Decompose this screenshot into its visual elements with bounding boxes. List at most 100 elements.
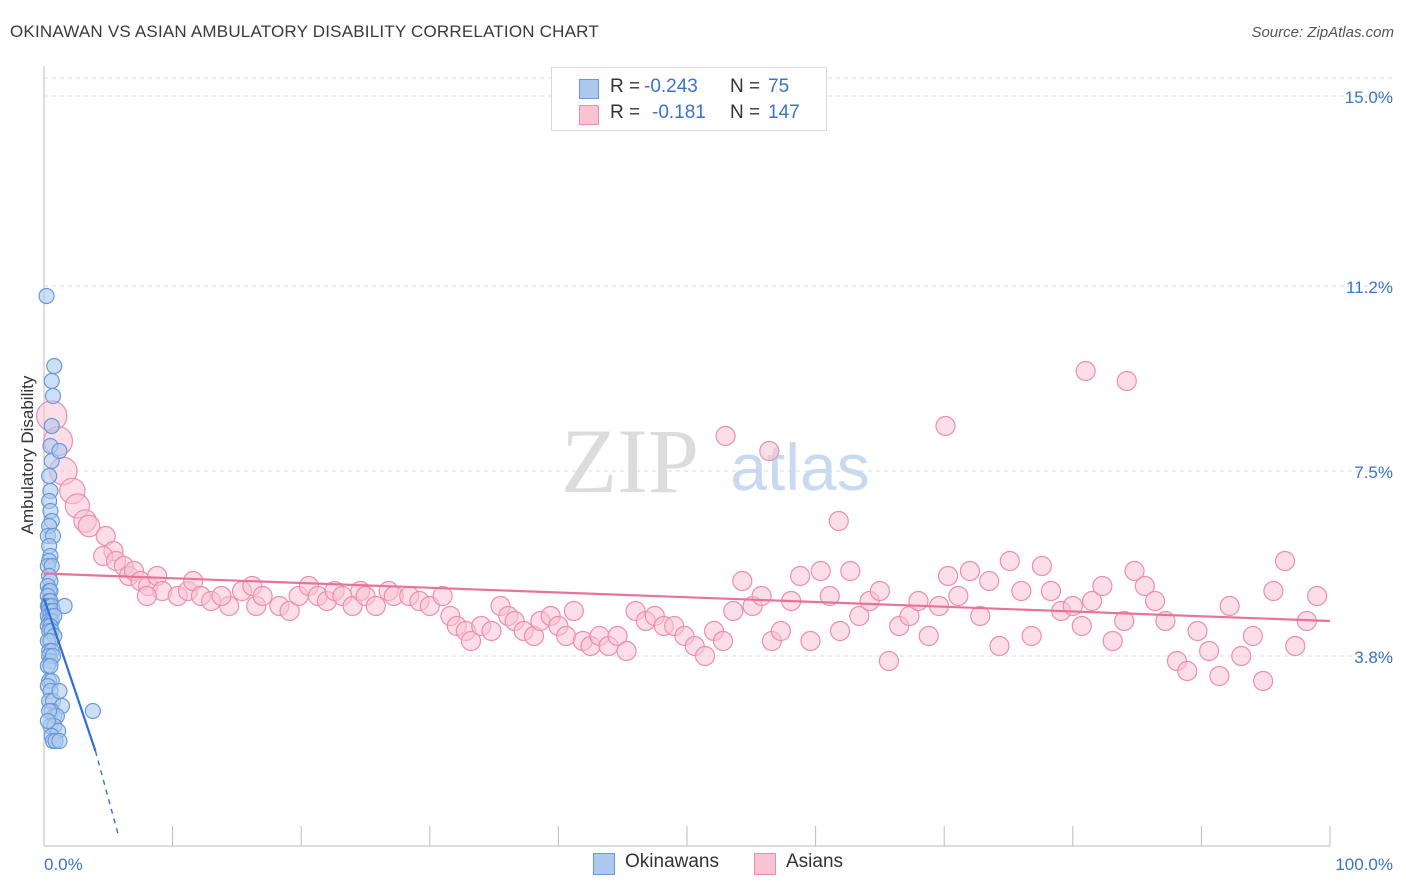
series-okinawans [38, 287, 101, 750]
asian-point [1242, 625, 1263, 647]
y-tick-label: 15.0% [1345, 88, 1393, 107]
asian-point [252, 585, 273, 607]
okinawan-point [42, 657, 59, 675]
asian-point [800, 630, 821, 652]
asian-point [790, 565, 811, 587]
okinawan-point [46, 357, 63, 375]
legend-row-asians: R = -0.181 N = 147 [552, 102, 826, 128]
asian-point [77, 514, 101, 538]
y-axis-label: Ambulatory Disability [18, 375, 37, 535]
legend-row-okinawans: R = -0.243 N = 75 [552, 76, 826, 102]
asian-point [460, 630, 482, 652]
asians-legend-label: Asians [786, 851, 844, 872]
asian-point [1209, 665, 1230, 687]
asian-point [948, 585, 969, 607]
okinawan-point [51, 442, 68, 460]
asian-point [694, 645, 716, 667]
okinawan-point [38, 287, 55, 305]
okinawan-point [56, 597, 73, 615]
r-value: -0.181 [652, 102, 706, 123]
asian-point [211, 585, 232, 607]
asian-point [365, 595, 386, 617]
asian-point [959, 560, 981, 582]
asian-point [1155, 610, 1176, 632]
asian-point [136, 585, 157, 607]
asian-point [607, 625, 628, 647]
asian-point [1285, 635, 1306, 657]
asian-point [715, 425, 736, 447]
asians-legend-swatch [754, 853, 776, 875]
n-label: N = [730, 76, 761, 97]
okinawan-point [84, 702, 101, 720]
asian-point [1040, 580, 1062, 602]
asian-point [1187, 620, 1208, 642]
asian-point [869, 580, 891, 602]
asian-point [1081, 590, 1103, 612]
asian-point [1092, 575, 1113, 597]
asian-point [1263, 580, 1284, 602]
asian-point [751, 585, 772, 607]
asian-point [1253, 670, 1274, 692]
n-value: 147 [768, 102, 800, 123]
asian-point [563, 600, 584, 622]
asian-point [279, 600, 300, 622]
asian-point [840, 560, 861, 582]
okinawans-swatch [579, 79, 599, 99]
asian-point [432, 585, 453, 607]
okinawan-trend-extension [94, 750, 120, 837]
y-tick-label: 7.5% [1354, 463, 1393, 482]
x-tick-label: 100.0% [1335, 855, 1393, 874]
r-label: R = [610, 102, 641, 123]
okinawan-point [43, 372, 60, 390]
asian-point [712, 630, 734, 652]
asian-point [1116, 370, 1137, 392]
okinawan-point [44, 387, 62, 405]
chart-title: OKINAWAN VS ASIAN AMBULATORY DISABILITY … [10, 22, 599, 41]
okinawan-trend-line [42, 598, 97, 752]
asian-point [1219, 595, 1240, 617]
asian-point [908, 590, 929, 612]
asian-point [1031, 555, 1053, 577]
y-tick-labels: 3.8% 7.5% 11.2% 15.0% [1345, 88, 1393, 667]
asian-point [1145, 590, 1166, 612]
asian-point [849, 605, 870, 627]
asian-point [935, 415, 956, 437]
asian-point [1134, 575, 1155, 597]
watermark-atlas: atlas [730, 430, 869, 504]
asian-point [1071, 615, 1092, 637]
asian-point [829, 620, 851, 642]
asian-point [1102, 630, 1123, 652]
source-label: Source: ZipAtlas.com [1251, 24, 1394, 41]
zipatlas-watermark: ZIP atlas [561, 410, 870, 512]
asian-point [1199, 640, 1220, 662]
n-value: 75 [768, 76, 790, 97]
asian-point [732, 570, 753, 592]
r-value: -0.243 [644, 76, 698, 97]
asian-point [481, 620, 502, 642]
asian-point [1231, 645, 1252, 667]
asian-point [1114, 610, 1135, 632]
okinawans-legend-label: Okinawans [625, 851, 719, 872]
watermark-zip: ZIP [561, 410, 699, 512]
okinawans-legend-swatch [593, 853, 615, 875]
grid-lines [44, 77, 1395, 657]
asian-point [810, 560, 831, 582]
asian-point [828, 510, 849, 532]
asian-point [937, 565, 959, 587]
asian-point [1274, 550, 1296, 572]
okinawan-point [39, 712, 56, 730]
asian-point [970, 605, 991, 627]
correlation-legend: R = -0.243 N = 75 R = -0.181 N = 147 [551, 67, 827, 131]
asian-point [878, 650, 900, 672]
asian-point [723, 600, 744, 622]
n-label: N = [730, 102, 761, 123]
asian-point [1124, 560, 1145, 582]
asian-point [1021, 625, 1042, 647]
asian-point [819, 585, 840, 607]
y-tick-label: 11.2% [1346, 278, 1393, 297]
asian-point [979, 570, 1000, 592]
asian-point [1075, 360, 1096, 382]
asian-point [1011, 580, 1032, 602]
trend-lines [42, 572, 1331, 837]
